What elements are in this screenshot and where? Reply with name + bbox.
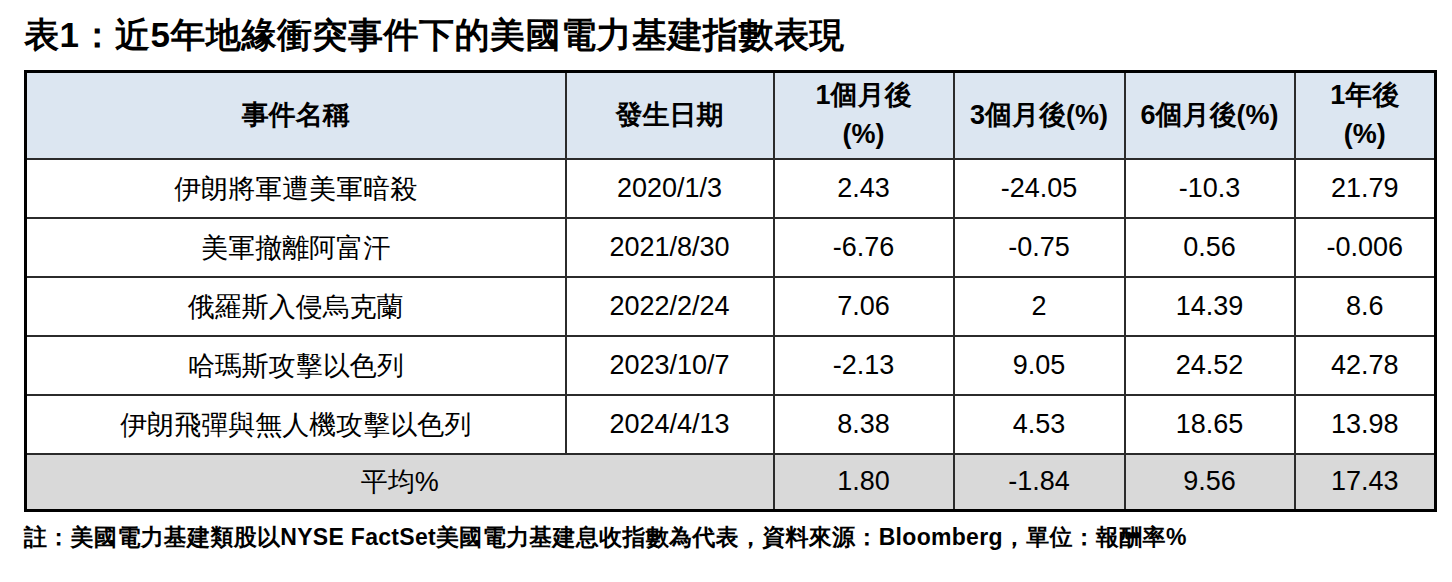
header-1-month: 1個月後 (%) [774,71,954,159]
value-6m-cell: 18.65 [1125,395,1295,454]
date-cell: 2024/4/13 [566,395,774,454]
event-name-cell: 俄羅斯入侵烏克蘭 [26,277,566,336]
average-1y-cell: 17.43 [1295,454,1436,510]
value-1y-cell: -0.006 [1295,218,1436,277]
value-1m-cell: 8.38 [774,395,954,454]
value-3m-cell: -24.05 [954,159,1125,218]
date-cell: 2020/1/3 [566,159,774,218]
header-text-line2: (%) [1300,115,1431,154]
header-1-year: 1年後 (%) [1295,71,1436,159]
average-1m-cell: 1.80 [774,454,954,510]
header-row: 事件名稱 發生日期 1個月後 (%) 3個月後(%) 6個月後(%) [26,71,1436,159]
event-name-cell: 美軍撤離阿富汗 [26,218,566,277]
value-6m-cell: -10.3 [1125,159,1295,218]
value-3m-cell: 9.05 [954,336,1125,395]
footnote: 註：美國電力基建類股以NYSE FactSet美國電力基建息收指數為代表，資料來… [24,522,1434,553]
value-6m-cell: 14.39 [1125,277,1295,336]
value-3m-cell: 2 [954,277,1125,336]
header-text: 1個月後 [779,76,949,115]
value-6m-cell: 24.52 [1125,336,1295,395]
table-row: 俄羅斯入侵烏克蘭 2022/2/24 7.06 2 14.39 8.6 [26,277,1436,336]
header-text: 6個月後(%) [1130,96,1290,135]
average-6m-cell: 9.56 [1125,454,1295,510]
date-cell: 2023/10/7 [566,336,774,395]
event-name-cell: 伊朗將軍遭美軍暗殺 [26,159,566,218]
header-text-line2: (%) [779,115,949,154]
average-row: 平均% 1.80 -1.84 9.56 17.43 [26,454,1436,510]
value-1y-cell: 42.78 [1295,336,1436,395]
value-3m-cell: 4.53 [954,395,1125,454]
header-3-month: 3個月後(%) [954,71,1125,159]
value-1m-cell: -6.76 [774,218,954,277]
table-row: 美軍撤離阿富汗 2021/8/30 -6.76 -0.75 0.56 -0.00… [26,218,1436,277]
event-name-cell: 哈瑪斯攻擊以色列 [26,336,566,395]
table-row: 伊朗將軍遭美軍暗殺 2020/1/3 2.43 -24.05 -10.3 21.… [26,159,1436,218]
header-text: 事件名稱 [31,96,561,135]
header-6-month: 6個月後(%) [1125,71,1295,159]
event-name-cell: 伊朗飛彈與無人機攻擊以色列 [26,395,566,454]
value-1y-cell: 8.6 [1295,277,1436,336]
header-text: 1年後 [1300,76,1431,115]
table-row: 哈瑪斯攻擊以色列 2023/10/7 -2.13 9.05 24.52 42.7… [26,336,1436,395]
value-1m-cell: 2.43 [774,159,954,218]
page: 表1：近5年地緣衝突事件下的美國電力基建指數表現 事件名稱 發生日期 [0,0,1452,582]
date-cell: 2022/2/24 [566,277,774,336]
value-3m-cell: -0.75 [954,218,1125,277]
value-1m-cell: -2.13 [774,336,954,395]
value-1y-cell: 13.98 [1295,395,1436,454]
header-date: 發生日期 [566,71,774,159]
average-label-cell: 平均% [26,454,774,510]
value-6m-cell: 0.56 [1125,218,1295,277]
table-row: 伊朗飛彈與無人機攻擊以色列 2024/4/13 8.38 4.53 18.65 … [26,395,1436,454]
table-title: 表1：近5年地緣衝突事件下的美國電力基建指數表現 [24,12,1434,58]
average-3m-cell: -1.84 [954,454,1125,510]
value-1y-cell: 21.79 [1295,159,1436,218]
header-event-name: 事件名稱 [26,71,566,159]
value-1m-cell: 7.06 [774,277,954,336]
header-text: 3個月後(%) [959,96,1120,135]
date-cell: 2021/8/30 [566,218,774,277]
header-text: 發生日期 [571,96,769,135]
events-performance-table: 事件名稱 發生日期 1個月後 (%) 3個月後(%) 6個月後(%) [24,70,1437,512]
